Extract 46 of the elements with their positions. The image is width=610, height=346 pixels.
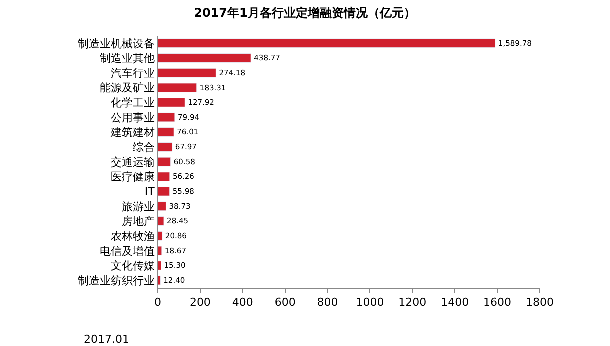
bar bbox=[158, 246, 162, 256]
x-tick-label: 1200 bbox=[398, 296, 427, 310]
y-tick-label: 能源及矿业 bbox=[100, 82, 155, 95]
y-tick-label: 综合 bbox=[132, 141, 155, 154]
y-tick-label: 文化传媒 bbox=[110, 260, 155, 273]
x-tick-label: 1800 bbox=[526, 296, 554, 310]
bar bbox=[158, 98, 186, 108]
x-tick-label: 800 bbox=[317, 296, 338, 310]
x-tick-label: 600 bbox=[274, 296, 296, 310]
bar bbox=[158, 231, 163, 241]
bar bbox=[158, 172, 170, 182]
y-tick-label: 医疗健康 bbox=[110, 170, 155, 184]
y-tick-label: 公用事业 bbox=[110, 111, 155, 124]
bar bbox=[158, 128, 174, 138]
bar bbox=[158, 261, 162, 270]
x-tick-label: 1000 bbox=[356, 296, 384, 310]
bar bbox=[158, 142, 173, 152]
x-tick-label: 1400 bbox=[441, 296, 470, 310]
y-tick-label: 制造业其他 bbox=[100, 52, 155, 66]
x-tick-label: 400 bbox=[232, 296, 254, 310]
x-tick-label: 0 bbox=[154, 296, 162, 310]
text: 2017.01 bbox=[84, 333, 130, 346]
bar bbox=[158, 112, 176, 122]
y-tick-label: 建筑建材 bbox=[110, 126, 155, 140]
y-tick-label: 交通运输 bbox=[110, 156, 155, 169]
x-tick-label: 1600 bbox=[484, 296, 512, 310]
y-tick-label: 电信及增值 bbox=[100, 244, 155, 258]
bar bbox=[158, 68, 216, 78]
bar bbox=[158, 157, 172, 167]
bar bbox=[158, 54, 252, 63]
y-tick-label: 汽车行业 bbox=[110, 66, 155, 80]
y-tick-label: 化学工业 bbox=[110, 96, 155, 110]
y-tick-label: 制造业机械设备 bbox=[78, 37, 155, 50]
y-tick-label: 旅游业 bbox=[122, 200, 155, 214]
bar bbox=[158, 216, 164, 226]
bar bbox=[158, 38, 496, 48]
y-tick-label: IT bbox=[144, 186, 156, 198]
bar bbox=[158, 202, 166, 212]
y-tick-label: 制造业纺织行业 bbox=[78, 274, 155, 288]
bar bbox=[158, 276, 161, 286]
y-tick-label: 农林牧渔 bbox=[110, 230, 155, 243]
bar bbox=[158, 186, 170, 196]
y-tick-label: 房地产 bbox=[122, 215, 155, 228]
x-tick-label: 200 bbox=[190, 296, 211, 310]
bar bbox=[158, 83, 198, 93]
chart-title: 2017年1月各行业定增融资情况（亿元） bbox=[194, 6, 416, 20]
